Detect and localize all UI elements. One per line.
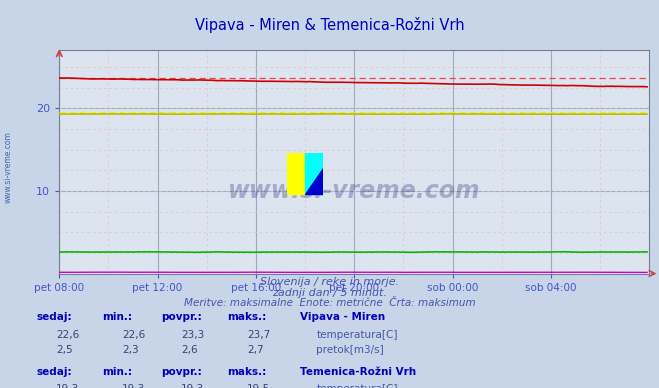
Text: 23,3: 23,3 <box>181 330 204 340</box>
Text: 23,7: 23,7 <box>247 330 270 340</box>
Text: 19,3: 19,3 <box>181 384 204 388</box>
Polygon shape <box>304 168 323 194</box>
Text: povpr.:: povpr.: <box>161 367 202 377</box>
Text: 22,6: 22,6 <box>56 330 79 340</box>
Text: 19,3: 19,3 <box>56 384 79 388</box>
Text: 2,5: 2,5 <box>56 345 72 355</box>
Text: sedaj:: sedaj: <box>36 367 72 377</box>
Text: temperatura[C]: temperatura[C] <box>316 384 398 388</box>
Text: 19,5: 19,5 <box>247 384 270 388</box>
Text: temperatura[C]: temperatura[C] <box>316 330 398 340</box>
Text: 2,7: 2,7 <box>247 345 264 355</box>
Text: zadnji dan / 5 minut.: zadnji dan / 5 minut. <box>272 288 387 298</box>
Text: Temenica-Rožni Vrh: Temenica-Rožni Vrh <box>300 367 416 377</box>
Text: Meritve: maksimalne  Enote: metrične  Črta: maksimum: Meritve: maksimalne Enote: metrične Črta… <box>184 298 475 308</box>
Bar <box>287 153 304 194</box>
Text: min.:: min.: <box>102 312 132 322</box>
Text: pretok[m3/s]: pretok[m3/s] <box>316 345 384 355</box>
Text: sedaj:: sedaj: <box>36 312 72 322</box>
Text: maks.:: maks.: <box>227 312 267 322</box>
Text: Slovenija / reke in morje.: Slovenija / reke in morje. <box>260 277 399 288</box>
Text: Vipava - Miren & Temenica-Rožni Vrh: Vipava - Miren & Temenica-Rožni Vrh <box>194 17 465 33</box>
Text: 2,3: 2,3 <box>122 345 138 355</box>
Text: www.si-vreme.com: www.si-vreme.com <box>228 179 480 203</box>
Text: povpr.:: povpr.: <box>161 312 202 322</box>
Text: 19,3: 19,3 <box>122 384 145 388</box>
Text: Vipava - Miren: Vipava - Miren <box>300 312 385 322</box>
Text: min.:: min.: <box>102 367 132 377</box>
Text: maks.:: maks.: <box>227 367 267 377</box>
Text: www.si-vreme.com: www.si-vreme.com <box>3 131 13 203</box>
Text: 22,6: 22,6 <box>122 330 145 340</box>
Polygon shape <box>304 153 323 194</box>
Text: 2,6: 2,6 <box>181 345 198 355</box>
